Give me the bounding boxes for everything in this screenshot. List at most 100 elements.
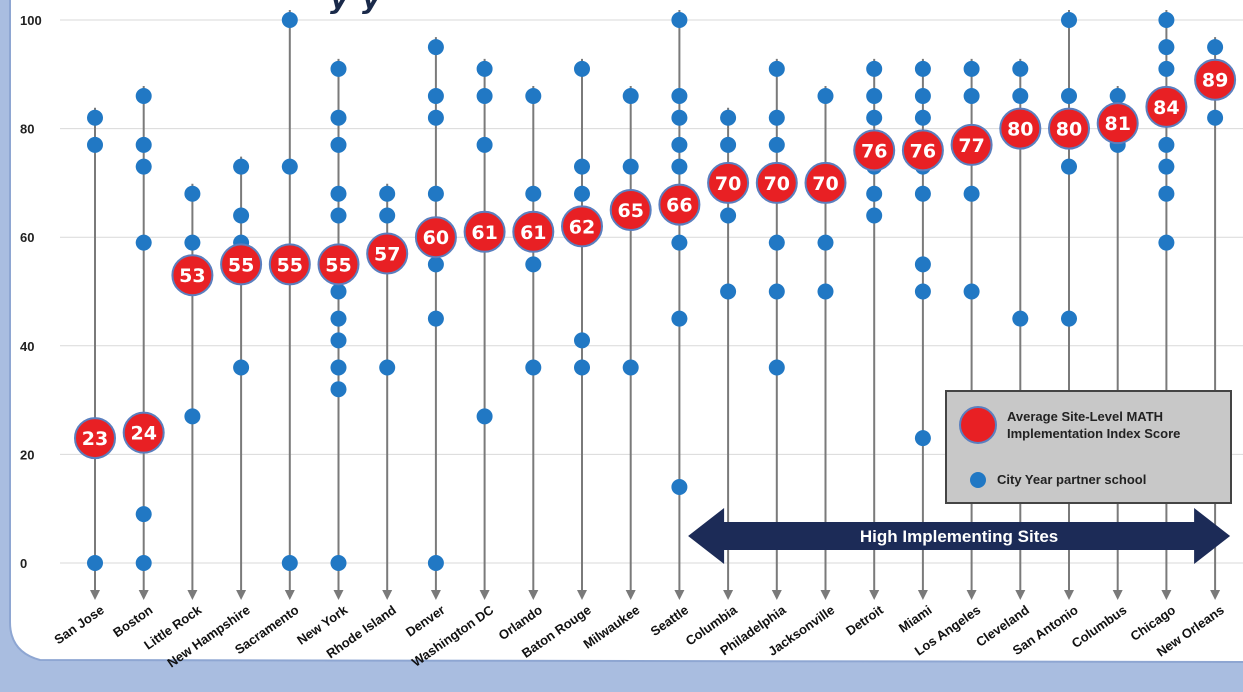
average-score-markers: 23 24 53 55 55 55 57 60 61 61 62 65 66 70 70 70 76 76 77 80… — [74, 58, 1237, 460]
stem-arrowhead — [528, 590, 539, 600]
partner-school-point — [135, 555, 152, 571]
stem-arrowhead — [333, 590, 344, 600]
partner-school-point — [1158, 60, 1175, 77]
partner-school-point — [914, 88, 931, 105]
partner-school-point — [768, 109, 785, 126]
partner-school-point — [1207, 39, 1224, 56]
y-tick-label: 60 — [20, 230, 34, 245]
average-score-label: 76 — [910, 140, 936, 162]
partner-school-point — [720, 283, 737, 300]
partner-school-point — [525, 88, 542, 105]
partner-school-point — [817, 88, 834, 105]
partner-school-point — [330, 136, 347, 153]
partner-school-point — [963, 185, 980, 202]
high-implementing-arrow: High Implementing Sites — [688, 508, 1231, 564]
partner-school-point — [1158, 234, 1175, 251]
partner-school-point — [914, 109, 931, 126]
partner-school-point — [135, 506, 152, 523]
partner-school-point — [817, 234, 834, 251]
partner-school-point — [233, 207, 250, 224]
average-score-label: 62 — [569, 216, 595, 238]
partner-school-points — [87, 12, 1224, 571]
partner-school-point — [622, 359, 639, 376]
category-label: San Jose — [51, 602, 106, 647]
partner-school-point — [427, 109, 444, 126]
partner-school-point — [330, 109, 347, 126]
partner-school-point — [427, 185, 444, 202]
partner-school-point — [768, 234, 785, 251]
partner-school-point — [184, 185, 201, 202]
partner-school-point — [281, 12, 298, 28]
average-score-marker — [122, 411, 165, 454]
partner-school-point — [963, 88, 980, 105]
average-score-marker — [950, 123, 993, 166]
partner-school-point — [1158, 39, 1175, 56]
partner-school-point — [866, 60, 883, 77]
stem-arrowhead — [1161, 590, 1172, 600]
partner-school-point — [720, 207, 737, 224]
average-score-marker — [853, 129, 896, 172]
partner-school-point — [671, 12, 688, 28]
y-tick-label: 0 — [20, 556, 27, 571]
partner-school-point — [914, 283, 931, 300]
partner-school-point — [87, 555, 103, 571]
partner-school-point — [330, 310, 347, 327]
average-score-marker — [171, 254, 214, 297]
partner-school-point — [720, 109, 737, 126]
partner-school-point — [427, 256, 444, 273]
partner-school-point — [1207, 109, 1224, 126]
partner-school-point — [1061, 88, 1077, 105]
average-score-marker — [414, 216, 457, 259]
partner-school-point — [379, 207, 396, 224]
partner-school-point — [1109, 88, 1126, 105]
partner-school-point — [184, 234, 201, 251]
partner-school-point — [1158, 158, 1175, 175]
partner-school-point — [866, 88, 883, 105]
average-score-marker — [804, 161, 847, 204]
partner-school-point — [281, 555, 298, 571]
average-score-label: 61 — [471, 222, 497, 244]
average-score-marker — [366, 232, 409, 275]
partner-school-point — [427, 555, 444, 571]
partner-school-point — [720, 136, 737, 153]
red-circle-icon — [959, 406, 997, 444]
category-label: Detroit — [843, 602, 886, 639]
partner-school-point — [963, 283, 980, 300]
partner-school-point — [427, 310, 444, 327]
average-score-marker — [1096, 102, 1139, 145]
partner-school-point — [914, 60, 931, 77]
partner-school-point — [330, 555, 347, 571]
partner-school-point — [914, 185, 931, 202]
average-score-label: 65 — [617, 200, 643, 222]
average-score-marker — [1048, 107, 1090, 150]
stem-arrowhead — [674, 590, 685, 600]
partner-school-point — [233, 359, 250, 376]
average-score-label: 77 — [958, 135, 984, 157]
average-score-marker — [658, 183, 701, 226]
average-score-label: 80 — [1056, 119, 1082, 141]
average-score-label: 60 — [423, 227, 449, 249]
average-score-marker — [609, 189, 652, 232]
average-score-label: 81 — [1104, 113, 1130, 135]
partner-school-point — [379, 185, 396, 202]
stem-arrowhead — [917, 590, 928, 600]
average-score-label: 70 — [715, 173, 741, 195]
average-score-label: 55 — [277, 254, 303, 276]
partner-school-point — [574, 60, 590, 77]
partner-school-point — [135, 136, 152, 153]
legend-label-partner: City Year partner school — [997, 472, 1147, 487]
partner-school-point — [1012, 60, 1029, 77]
partner-school-point — [866, 207, 883, 224]
partner-school-point — [768, 359, 785, 376]
average-score-marker — [74, 417, 116, 460]
partner-school-point — [87, 109, 103, 126]
category-label: Washington DC — [409, 602, 497, 670]
average-score-label: 80 — [1007, 119, 1033, 141]
average-score-label: 61 — [520, 222, 546, 244]
legend-label-average: Average Site-Level MATH Implementation I… — [1007, 409, 1181, 441]
partner-school-point — [1012, 310, 1029, 327]
partner-school-point — [1158, 185, 1175, 202]
stem-arrowhead — [820, 590, 831, 600]
